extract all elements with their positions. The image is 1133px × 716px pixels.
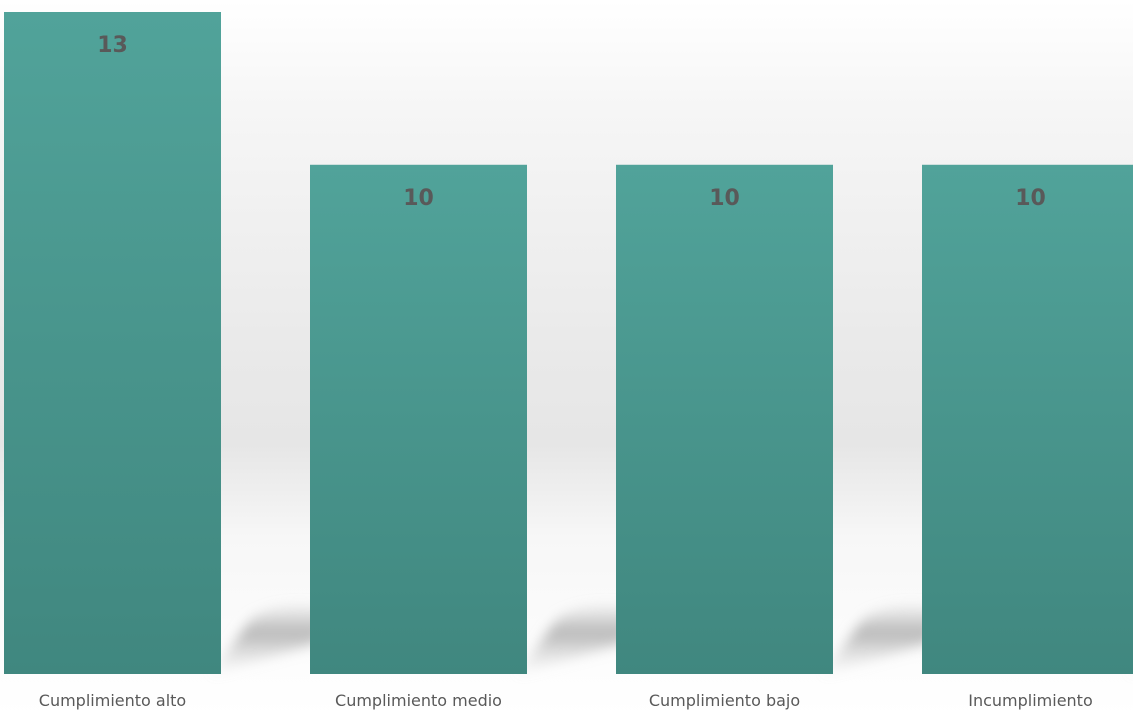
bar-value-labels: 13 10 10 10 xyxy=(97,33,1046,211)
bar-cumplimiento-medio xyxy=(310,164,527,674)
bar-cumplimiento-alto xyxy=(4,12,221,674)
category-axis-labels: Cumplimiento alto Cumplimiento medio Cumpl… xyxy=(39,691,1093,710)
data-label-cumplimiento-bajo: 10 xyxy=(709,186,740,211)
bar-shadow-cumplimiento-alto xyxy=(211,605,331,674)
bars xyxy=(4,12,1133,674)
category-label-cumplimiento-medio: Cumplimiento medio xyxy=(335,691,502,710)
category-label-cumplimiento-bajo: Cumplimiento bajo xyxy=(649,691,800,710)
bar-cumplimiento-bajo xyxy=(616,164,833,674)
bar-shadow-cumplimiento-bajo xyxy=(823,605,943,674)
category-label-incumplimiento: Incumplimiento xyxy=(968,691,1093,710)
bar-incumplimiento xyxy=(922,164,1133,674)
bar-shadows xyxy=(211,605,1133,674)
bar-shadow-cumplimiento-medio xyxy=(517,605,637,674)
data-label-incumplimiento: 10 xyxy=(1015,186,1046,211)
category-label-cumplimiento-alto: Cumplimiento alto xyxy=(39,691,186,710)
data-label-cumplimiento-medio: 10 xyxy=(403,186,434,211)
data-label-cumplimiento-alto: 13 xyxy=(97,33,128,58)
